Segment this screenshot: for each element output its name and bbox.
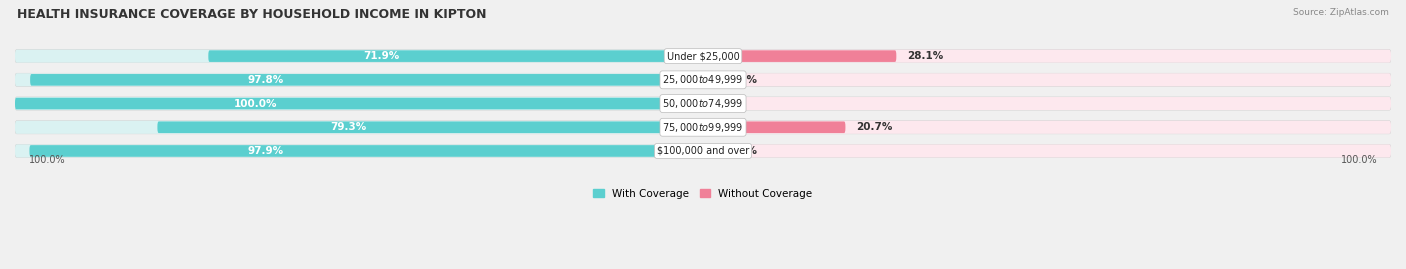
- FancyBboxPatch shape: [30, 145, 703, 157]
- Text: 97.9%: 97.9%: [247, 146, 283, 156]
- Text: 97.8%: 97.8%: [247, 75, 284, 85]
- Text: 100.0%: 100.0%: [28, 155, 66, 165]
- FancyBboxPatch shape: [703, 50, 897, 62]
- Text: $25,000 to $49,999: $25,000 to $49,999: [662, 73, 744, 86]
- FancyBboxPatch shape: [30, 74, 703, 86]
- Text: 20.7%: 20.7%: [856, 122, 893, 132]
- FancyBboxPatch shape: [703, 121, 1391, 134]
- FancyBboxPatch shape: [15, 144, 1391, 157]
- FancyBboxPatch shape: [15, 121, 703, 134]
- Legend: With Coverage, Without Coverage: With Coverage, Without Coverage: [589, 185, 817, 203]
- Text: 0.0%: 0.0%: [713, 98, 742, 109]
- FancyBboxPatch shape: [703, 144, 1391, 157]
- FancyBboxPatch shape: [15, 73, 1391, 86]
- Text: 2.2%: 2.2%: [728, 75, 758, 85]
- Text: HEALTH INSURANCE COVERAGE BY HOUSEHOLD INCOME IN KIPTON: HEALTH INSURANCE COVERAGE BY HOUSEHOLD I…: [17, 8, 486, 21]
- FancyBboxPatch shape: [15, 49, 1391, 63]
- FancyBboxPatch shape: [208, 50, 703, 62]
- Text: 100.0%: 100.0%: [233, 98, 277, 109]
- Text: $100,000 and over: $100,000 and over: [657, 146, 749, 156]
- FancyBboxPatch shape: [157, 121, 703, 133]
- Text: Under $25,000: Under $25,000: [666, 51, 740, 61]
- FancyBboxPatch shape: [702, 98, 704, 109]
- FancyBboxPatch shape: [703, 145, 717, 157]
- Text: 71.9%: 71.9%: [363, 51, 399, 61]
- FancyBboxPatch shape: [15, 97, 703, 110]
- FancyBboxPatch shape: [703, 121, 845, 133]
- FancyBboxPatch shape: [703, 49, 1391, 63]
- Text: Source: ZipAtlas.com: Source: ZipAtlas.com: [1294, 8, 1389, 17]
- FancyBboxPatch shape: [703, 97, 1391, 110]
- Text: 2.1%: 2.1%: [728, 146, 756, 156]
- FancyBboxPatch shape: [15, 73, 703, 86]
- Text: 100.0%: 100.0%: [1340, 155, 1378, 165]
- FancyBboxPatch shape: [15, 98, 703, 109]
- FancyBboxPatch shape: [15, 49, 703, 63]
- Text: $50,000 to $74,999: $50,000 to $74,999: [662, 97, 744, 110]
- FancyBboxPatch shape: [15, 144, 703, 157]
- Text: 28.1%: 28.1%: [907, 51, 943, 61]
- FancyBboxPatch shape: [15, 121, 1391, 134]
- Text: $75,000 to $99,999: $75,000 to $99,999: [662, 121, 744, 134]
- FancyBboxPatch shape: [703, 73, 1391, 86]
- FancyBboxPatch shape: [15, 97, 1391, 110]
- Text: 79.3%: 79.3%: [330, 122, 367, 132]
- FancyBboxPatch shape: [703, 74, 718, 86]
